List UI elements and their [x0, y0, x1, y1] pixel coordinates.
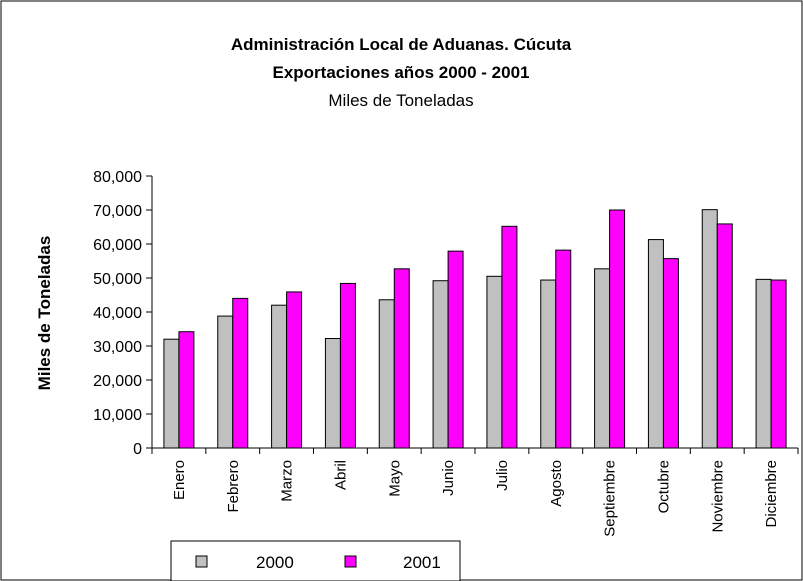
y-tick-label: 60,000 — [93, 237, 142, 254]
bar-2001-junio — [447, 250, 464, 449]
x-category-label: Abril — [332, 460, 349, 490]
y-tick-label: 80,000 — [93, 169, 142, 186]
bar-2000-noviembre — [701, 209, 718, 449]
bar-2001-marzo — [286, 291, 303, 449]
y-axis-label: Miles de Toneladas — [35, 236, 54, 391]
bar-2001-mayo — [393, 268, 410, 449]
y-tick-label: 40,000 — [93, 305, 142, 322]
bar-2000-julio — [486, 275, 503, 449]
bar-2000-abril — [324, 338, 341, 449]
chart-title-line2: Exportaciones años 2000 - 2001 — [272, 63, 529, 82]
x-category-label: Octubre — [655, 460, 672, 513]
bar-2001-enero — [178, 331, 195, 449]
y-tick-label: 30,000 — [93, 339, 142, 356]
y-ticks: 0 10,000 20,000 30,000 40,000 50,000 60,000 70,… — [93, 169, 152, 458]
bars — [163, 209, 787, 449]
bar-2001-septiembre — [609, 209, 626, 449]
legend: 2000 2001 — [170, 540, 461, 581]
y-tick-label: 0 — [133, 441, 142, 458]
bar-2000-agosto — [540, 279, 557, 449]
bar-2000-diciembre — [755, 278, 772, 449]
bar-2000-mayo — [378, 299, 395, 449]
x-category-label: Julio — [494, 460, 511, 491]
bar-2000-junio — [432, 280, 449, 449]
x-category-label: Febrero — [225, 460, 242, 513]
bar-2000-octubre — [647, 239, 664, 449]
bar-2000-marzo — [271, 304, 288, 449]
x-category-label: Mayo — [386, 460, 403, 497]
y-tick-label: 70,000 — [93, 203, 142, 220]
bar-2001-diciembre — [770, 279, 787, 449]
bar-2001-noviembre — [716, 223, 733, 449]
chart-title: Administración Local de Aduanas. Cúcuta — [231, 35, 572, 54]
bar-2001-julio — [501, 225, 518, 449]
legend-label-2000: 2000 — [256, 553, 294, 572]
x-category-label: Enero — [171, 460, 188, 500]
bar-2000-febrero — [217, 315, 234, 449]
legend-swatch-2001 — [344, 555, 357, 568]
y-tick-label: 10,000 — [93, 407, 142, 424]
x-category-label: Marzo — [279, 460, 296, 502]
legend-label-2001: 2001 — [403, 553, 441, 572]
x-categories: Enero Febrero Marzo Abril Mayo Junio Julio Agos… — [171, 460, 780, 537]
y-tick-label: 20,000 — [93, 373, 142, 390]
bar-2001-octubre — [662, 258, 679, 449]
bar-2000-enero — [163, 338, 180, 449]
x-category-label: Septiembre — [602, 460, 619, 537]
y-tick-label: 50,000 — [93, 271, 142, 288]
bar-2001-febrero — [232, 297, 249, 449]
chart-subtitle: Miles de Toneladas — [328, 91, 473, 110]
x-category-label: Noviembre — [709, 460, 726, 533]
legend-box — [170, 540, 461, 581]
x-category-label: Diciembre — [763, 460, 780, 528]
axes — [151, 176, 799, 454]
bar-2001-agosto — [555, 249, 572, 449]
x-category-label: Agosto — [548, 460, 565, 507]
bar-2000-septiembre — [594, 268, 611, 449]
legend-swatch-2000 — [195, 555, 208, 568]
x-category-label: Junio — [440, 460, 457, 496]
bar-2001-abril — [339, 282, 356, 449]
